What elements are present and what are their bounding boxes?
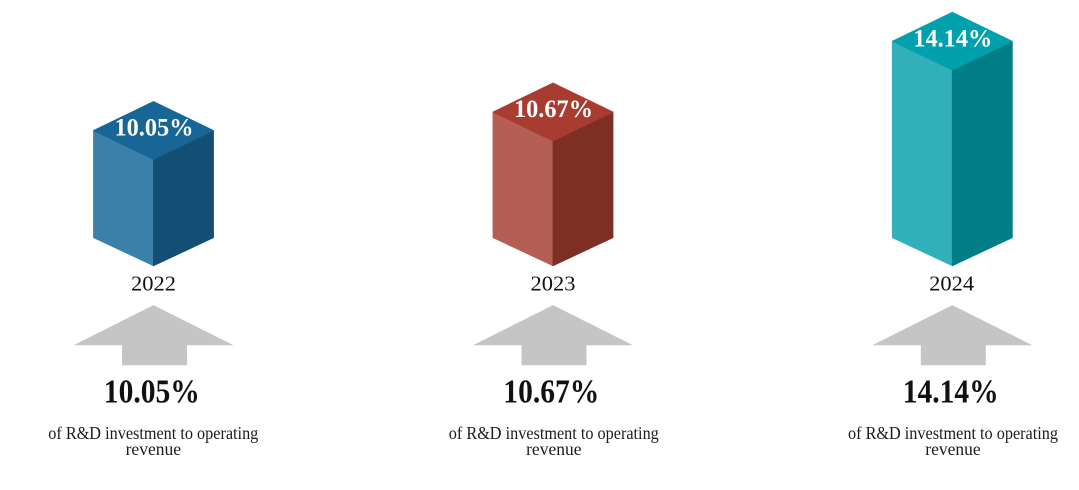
svg-text:14.14%: 14.14% [903, 374, 999, 411]
svg-text:revenue: revenue [526, 439, 582, 459]
svg-text:of R&D investment to operating: of R&D investment to operating [848, 423, 1058, 443]
svg-text:10.67%: 10.67% [514, 96, 593, 123]
svg-text:revenue: revenue [925, 439, 981, 459]
svg-text:10.67%: 10.67% [503, 374, 599, 411]
svg-text:14.14%: 14.14% [913, 26, 992, 53]
svg-text:of R&D investment to operating: of R&D investment to operating [48, 423, 258, 443]
svg-text:revenue: revenue [126, 439, 182, 459]
svg-text:2022: 2022 [131, 272, 176, 296]
svg-text:10.05%: 10.05% [104, 374, 200, 411]
svg-text:of R&D investment to operating: of R&D investment to operating [449, 423, 659, 443]
svg-text:2023: 2023 [531, 272, 576, 296]
svg-text:10.05%: 10.05% [115, 115, 194, 142]
svg-text:2024: 2024 [929, 272, 974, 296]
